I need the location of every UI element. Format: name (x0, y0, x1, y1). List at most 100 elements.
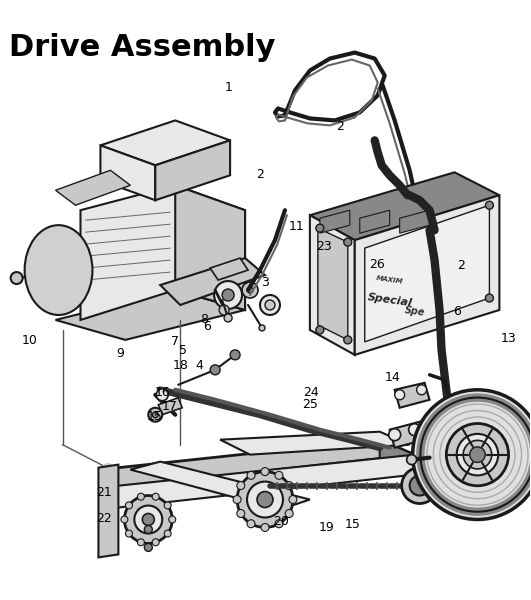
Polygon shape (390, 422, 425, 448)
Circle shape (316, 224, 324, 232)
Circle shape (247, 287, 253, 293)
Text: 20: 20 (273, 515, 289, 528)
Text: 1: 1 (225, 81, 233, 94)
Polygon shape (130, 461, 310, 509)
Circle shape (409, 476, 430, 496)
Circle shape (260, 295, 280, 315)
Circle shape (48, 260, 68, 280)
Circle shape (247, 482, 283, 517)
Circle shape (148, 408, 162, 422)
Circle shape (484, 485, 494, 494)
Circle shape (134, 506, 162, 533)
Text: Drive Assembly: Drive Assembly (8, 32, 275, 62)
Circle shape (469, 447, 485, 463)
Text: 15: 15 (147, 410, 162, 423)
Text: Spe: Spe (404, 305, 425, 319)
Polygon shape (220, 431, 409, 455)
Circle shape (407, 455, 417, 464)
Circle shape (169, 516, 176, 523)
Text: 2: 2 (336, 120, 344, 133)
Polygon shape (210, 258, 248, 280)
Text: 26: 26 (369, 257, 384, 271)
Circle shape (210, 365, 220, 375)
Circle shape (261, 523, 269, 532)
Circle shape (222, 289, 234, 301)
Text: 19: 19 (319, 521, 335, 534)
Text: 6: 6 (453, 305, 461, 319)
Polygon shape (100, 121, 230, 166)
Circle shape (144, 526, 152, 533)
Polygon shape (155, 140, 230, 200)
Circle shape (259, 325, 265, 331)
Text: 2: 2 (256, 168, 264, 181)
Text: 3: 3 (262, 275, 269, 289)
Text: 7: 7 (172, 335, 179, 349)
Circle shape (144, 544, 152, 551)
Polygon shape (100, 455, 415, 509)
Text: 9: 9 (116, 347, 124, 361)
Circle shape (138, 493, 144, 500)
Circle shape (289, 496, 297, 503)
Polygon shape (56, 170, 130, 205)
Circle shape (389, 429, 401, 440)
Text: 23: 23 (316, 239, 332, 253)
Polygon shape (98, 464, 118, 557)
Circle shape (395, 390, 405, 400)
Text: 10: 10 (22, 334, 38, 347)
Text: 8: 8 (201, 313, 209, 326)
Circle shape (344, 336, 352, 344)
Circle shape (485, 294, 493, 302)
Polygon shape (56, 290, 245, 340)
Polygon shape (160, 258, 265, 305)
Text: 21: 21 (96, 486, 112, 499)
Circle shape (164, 530, 171, 537)
Circle shape (164, 502, 171, 509)
Text: 4: 4 (195, 359, 203, 373)
Text: 25: 25 (303, 398, 319, 411)
Ellipse shape (24, 225, 92, 315)
Circle shape (219, 305, 229, 315)
Circle shape (230, 350, 240, 360)
Circle shape (247, 472, 255, 479)
Circle shape (413, 390, 531, 520)
Circle shape (409, 424, 421, 436)
Circle shape (152, 493, 159, 500)
Polygon shape (365, 205, 490, 342)
Circle shape (142, 514, 155, 526)
Circle shape (125, 502, 132, 509)
Circle shape (401, 467, 438, 503)
Circle shape (237, 509, 245, 517)
Circle shape (214, 281, 242, 309)
Circle shape (247, 520, 255, 528)
Polygon shape (355, 195, 499, 355)
Text: 22: 22 (96, 512, 112, 525)
Circle shape (477, 478, 501, 502)
Circle shape (265, 300, 275, 310)
Circle shape (237, 482, 245, 490)
Text: 13: 13 (500, 332, 516, 346)
Circle shape (121, 516, 128, 523)
Circle shape (285, 509, 293, 517)
Circle shape (316, 326, 324, 334)
Circle shape (138, 539, 144, 546)
Circle shape (152, 412, 158, 418)
Text: 5: 5 (179, 344, 187, 358)
Circle shape (233, 496, 241, 503)
Circle shape (344, 238, 352, 246)
Text: 11: 11 (288, 220, 304, 233)
Circle shape (152, 539, 159, 546)
Text: 17: 17 (161, 400, 177, 413)
Circle shape (275, 520, 283, 528)
Polygon shape (360, 210, 390, 233)
Circle shape (485, 201, 493, 209)
Circle shape (156, 389, 168, 401)
Circle shape (463, 440, 492, 469)
Polygon shape (318, 228, 348, 340)
Polygon shape (100, 145, 155, 200)
Circle shape (237, 472, 293, 527)
Polygon shape (380, 440, 415, 475)
Circle shape (125, 530, 132, 537)
Text: 15: 15 (345, 518, 361, 531)
Text: MAXIM: MAXIM (376, 275, 404, 285)
Circle shape (261, 467, 269, 476)
